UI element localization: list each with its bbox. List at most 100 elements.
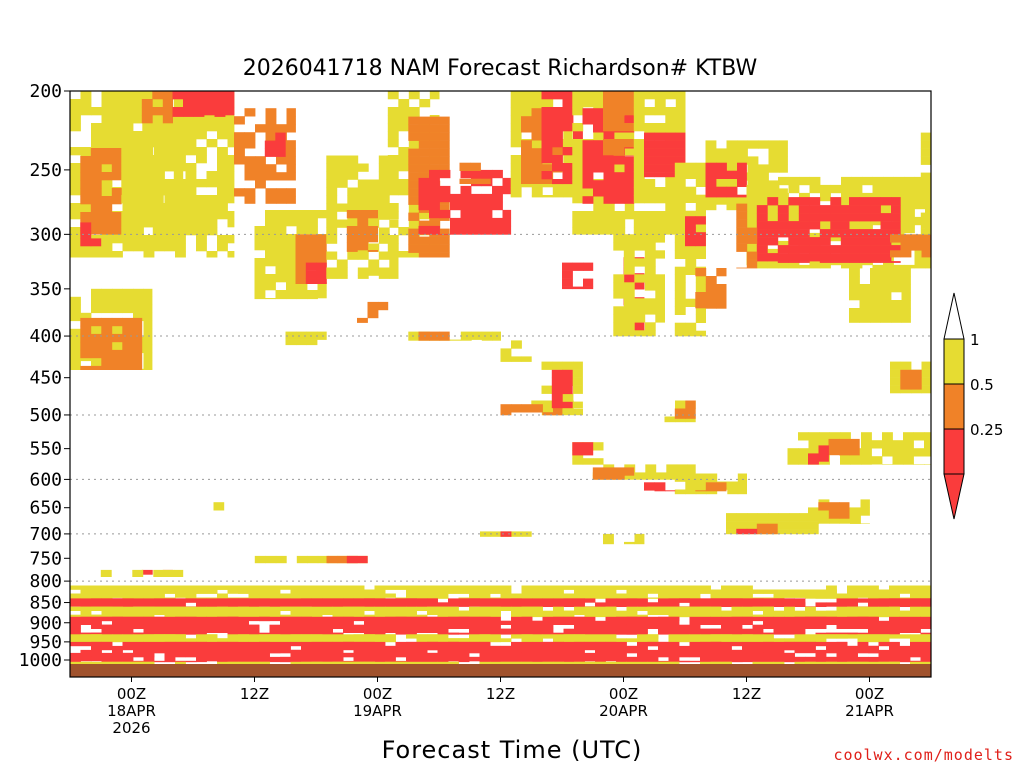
heatmap-cell xyxy=(90,317,102,327)
heatmap-cell xyxy=(164,195,176,204)
heatmap-cell xyxy=(880,284,892,293)
heatmap-cell xyxy=(70,656,81,662)
heatmap-cell xyxy=(80,91,92,100)
heatmap-cell xyxy=(152,91,164,100)
heatmap-cell xyxy=(416,616,438,622)
heatmap-cell xyxy=(756,253,768,262)
heatmap-cell xyxy=(731,606,743,611)
heatmap-cell xyxy=(910,628,921,633)
heatmap-cell xyxy=(326,195,338,204)
heatmap-cell xyxy=(603,147,614,156)
heatmap-cell xyxy=(603,211,615,220)
heatmap-cell xyxy=(111,333,123,343)
heatmap-cell xyxy=(572,211,584,220)
heatmap-cell xyxy=(265,124,277,133)
heatmap-cell xyxy=(206,597,228,599)
heatmap-cell xyxy=(685,400,696,409)
heatmap-cell xyxy=(665,219,677,228)
heatmap-cell xyxy=(685,416,696,423)
heatmap-cell xyxy=(752,652,764,658)
heatmap-cell xyxy=(891,261,901,263)
heatmap-cell xyxy=(206,115,218,124)
heatmap-cell xyxy=(286,250,297,259)
heatmap-cell xyxy=(217,593,228,598)
heatmap-cell xyxy=(572,91,584,100)
heatmap-cell xyxy=(689,624,701,629)
heatmap-cell xyxy=(502,209,512,219)
heatmap-cell xyxy=(122,641,144,647)
heatmap-cell xyxy=(316,258,327,267)
heatmap-cell xyxy=(416,593,428,598)
heatmap-cell xyxy=(868,616,879,622)
heatmap-cell xyxy=(584,620,596,625)
heatmap-cell xyxy=(437,614,470,618)
heatmap-cell xyxy=(460,201,472,211)
heatmap-cell xyxy=(238,606,249,611)
heatmap-cell xyxy=(746,267,758,269)
heatmap-cell xyxy=(716,194,727,198)
heatmap-cell xyxy=(185,171,197,180)
heatmap-cell xyxy=(217,235,228,244)
heatmap-cell xyxy=(756,531,768,535)
heatmap-cell xyxy=(131,227,143,236)
heatmap-cell xyxy=(416,634,428,639)
heatmap-cell xyxy=(819,245,831,254)
heatmap-cell xyxy=(911,234,922,243)
heatmap-cell xyxy=(890,361,901,370)
x-tick-label: 2026 xyxy=(112,719,150,737)
heatmap-cell xyxy=(562,361,574,370)
heatmap-cell xyxy=(889,641,900,647)
heatmap-cell xyxy=(142,171,154,180)
heatmap-cell xyxy=(849,205,860,214)
heatmap-cell xyxy=(820,224,831,234)
heatmap-cell xyxy=(861,432,872,441)
heatmap-cell xyxy=(921,369,932,378)
heatmap-cell xyxy=(217,195,228,204)
heatmap-cell xyxy=(132,333,143,343)
heatmap-cell xyxy=(665,140,676,149)
heatmap-cell xyxy=(290,620,302,625)
heatmap-cell xyxy=(705,186,717,195)
heatmap-cell xyxy=(920,632,932,635)
heatmap-cell xyxy=(275,298,287,300)
heatmap-cell xyxy=(112,593,123,598)
heatmap-cell xyxy=(784,628,806,633)
heatmap-cell xyxy=(70,336,81,346)
heatmap-cell xyxy=(654,187,666,196)
heatmap-cell xyxy=(326,187,338,196)
heatmap-cell xyxy=(387,107,399,116)
heatmap-cell xyxy=(416,645,449,651)
heatmap-cell xyxy=(227,195,235,204)
heatmap-cell xyxy=(644,482,655,491)
heatmap-cell xyxy=(891,229,901,238)
heatmap-cell xyxy=(647,620,659,625)
heatmap-cell xyxy=(752,645,774,651)
heatmap-cell xyxy=(716,268,727,277)
heatmap-cell xyxy=(778,529,790,535)
heatmap-cell xyxy=(80,656,92,662)
heatmap-cell xyxy=(196,641,207,647)
heatmap-cell xyxy=(614,219,626,228)
heatmap-cell xyxy=(668,661,680,665)
heatmap-cell xyxy=(346,226,358,235)
heatmap-cell xyxy=(406,610,417,615)
heatmap-cell xyxy=(868,649,879,654)
heatmap-cell xyxy=(196,227,207,236)
heatmap-cell xyxy=(408,91,420,100)
heatmap-cell xyxy=(80,230,92,239)
heatmap-cell xyxy=(471,233,482,235)
heatmap-cell xyxy=(892,456,904,465)
heatmap-cell xyxy=(450,225,461,235)
heatmap-cell xyxy=(721,634,732,639)
heatmap-cell xyxy=(736,267,748,269)
heatmap-cell xyxy=(206,219,218,228)
heatmap-cell xyxy=(705,284,717,293)
heatmap-cell xyxy=(572,458,584,465)
heatmap-cell xyxy=(450,217,461,227)
heatmap-cell xyxy=(862,224,873,234)
heatmap-cell xyxy=(185,139,197,148)
heatmap-cell xyxy=(593,203,605,212)
heatmap-cell xyxy=(798,213,810,222)
heatmap-cell xyxy=(459,162,471,171)
heatmap-cell xyxy=(868,610,879,615)
